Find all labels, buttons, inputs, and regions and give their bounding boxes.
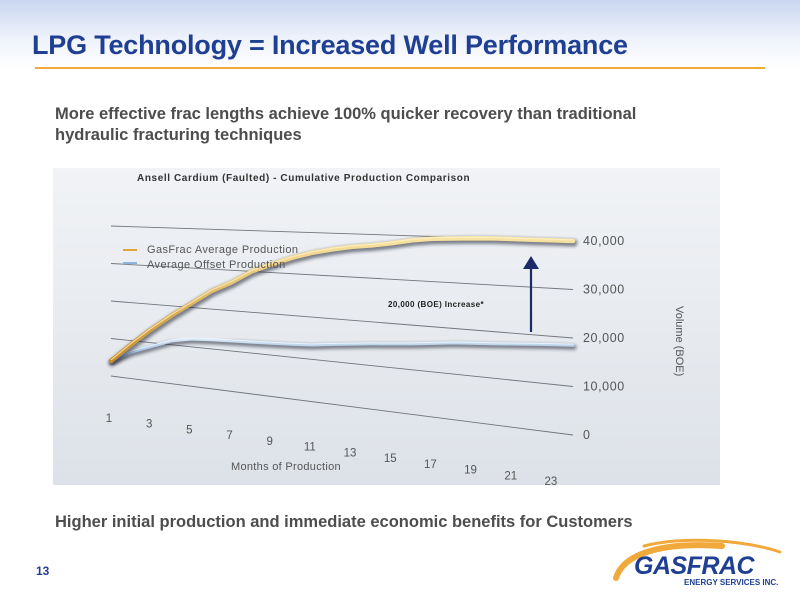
x-tick-label: 13 [344, 447, 357, 459]
logo-wordmark: GASFRAC [634, 552, 755, 580]
y-tick-label: 0 [583, 428, 591, 442]
x-tick-label: 17 [424, 459, 437, 471]
x-tick-label: 5 [186, 424, 192, 436]
series-highlight [110, 236, 574, 361]
x-tick-label: 1 [106, 413, 112, 425]
x-tick-label: 21 [504, 470, 517, 482]
y-tick-label: 10,000 [583, 380, 625, 394]
x-tick-label: 11 [304, 442, 316, 454]
legend-label-gasfrac: GasFrac Average Production [147, 244, 298, 256]
y-axis-label: Volume (BOE) [673, 306, 685, 376]
series-line-offset [109, 337, 575, 363]
gridline [110, 263, 574, 290]
increase-annotation: 20,000 (BOE) Increase* [388, 300, 484, 309]
gridline [110, 375, 574, 436]
x-axis-label: Months of Production [231, 461, 341, 473]
x-tick-label: 23 [545, 476, 558, 485]
x-tick-label: 3 [146, 419, 152, 431]
series-line-gasfrac [108, 235, 576, 364]
x-tick-label: 19 [464, 465, 477, 477]
logo-tagline: ENERGY SERVICES INC. [684, 578, 779, 587]
y-tick-label: 20,000 [583, 331, 625, 345]
slide-subtitle: More effective frac lengths achieve 100%… [55, 105, 637, 144]
series-shadow [109, 338, 577, 366]
x-tick-label: 15 [384, 453, 397, 465]
y-tick-label: 30,000 [583, 283, 625, 297]
legend-label-offset: Average Offset Production [147, 259, 286, 271]
increase-arrowhead [523, 256, 539, 269]
company-logo: GASFRAC ENERGY SERVICES INC. [604, 538, 784, 594]
chart-figure: Ansell Cardium (Faulted) - Cumulative Pr… [53, 168, 720, 485]
slide-caption: Higher initial production and immediate … [55, 513, 633, 531]
production-chart: Ansell Cardium (Faulted) - Cumulative Pr… [53, 168, 720, 485]
y-tick-label: 40,000 [583, 234, 625, 248]
slide-title: LPG Technology = Increased Well Performa… [32, 30, 628, 60]
x-tick-label: 7 [226, 430, 232, 442]
header-band [0, 0, 800, 70]
series-highlight [110, 337, 574, 361]
chart-title: Ansell Cardium (Faulted) - Cumulative Pr… [137, 173, 470, 184]
title-underline [35, 67, 765, 69]
logo-swoosh-icon [613, 538, 782, 581]
gridline [110, 338, 574, 387]
page-number: 13 [36, 564, 50, 578]
x-tick-label: 9 [266, 436, 272, 448]
